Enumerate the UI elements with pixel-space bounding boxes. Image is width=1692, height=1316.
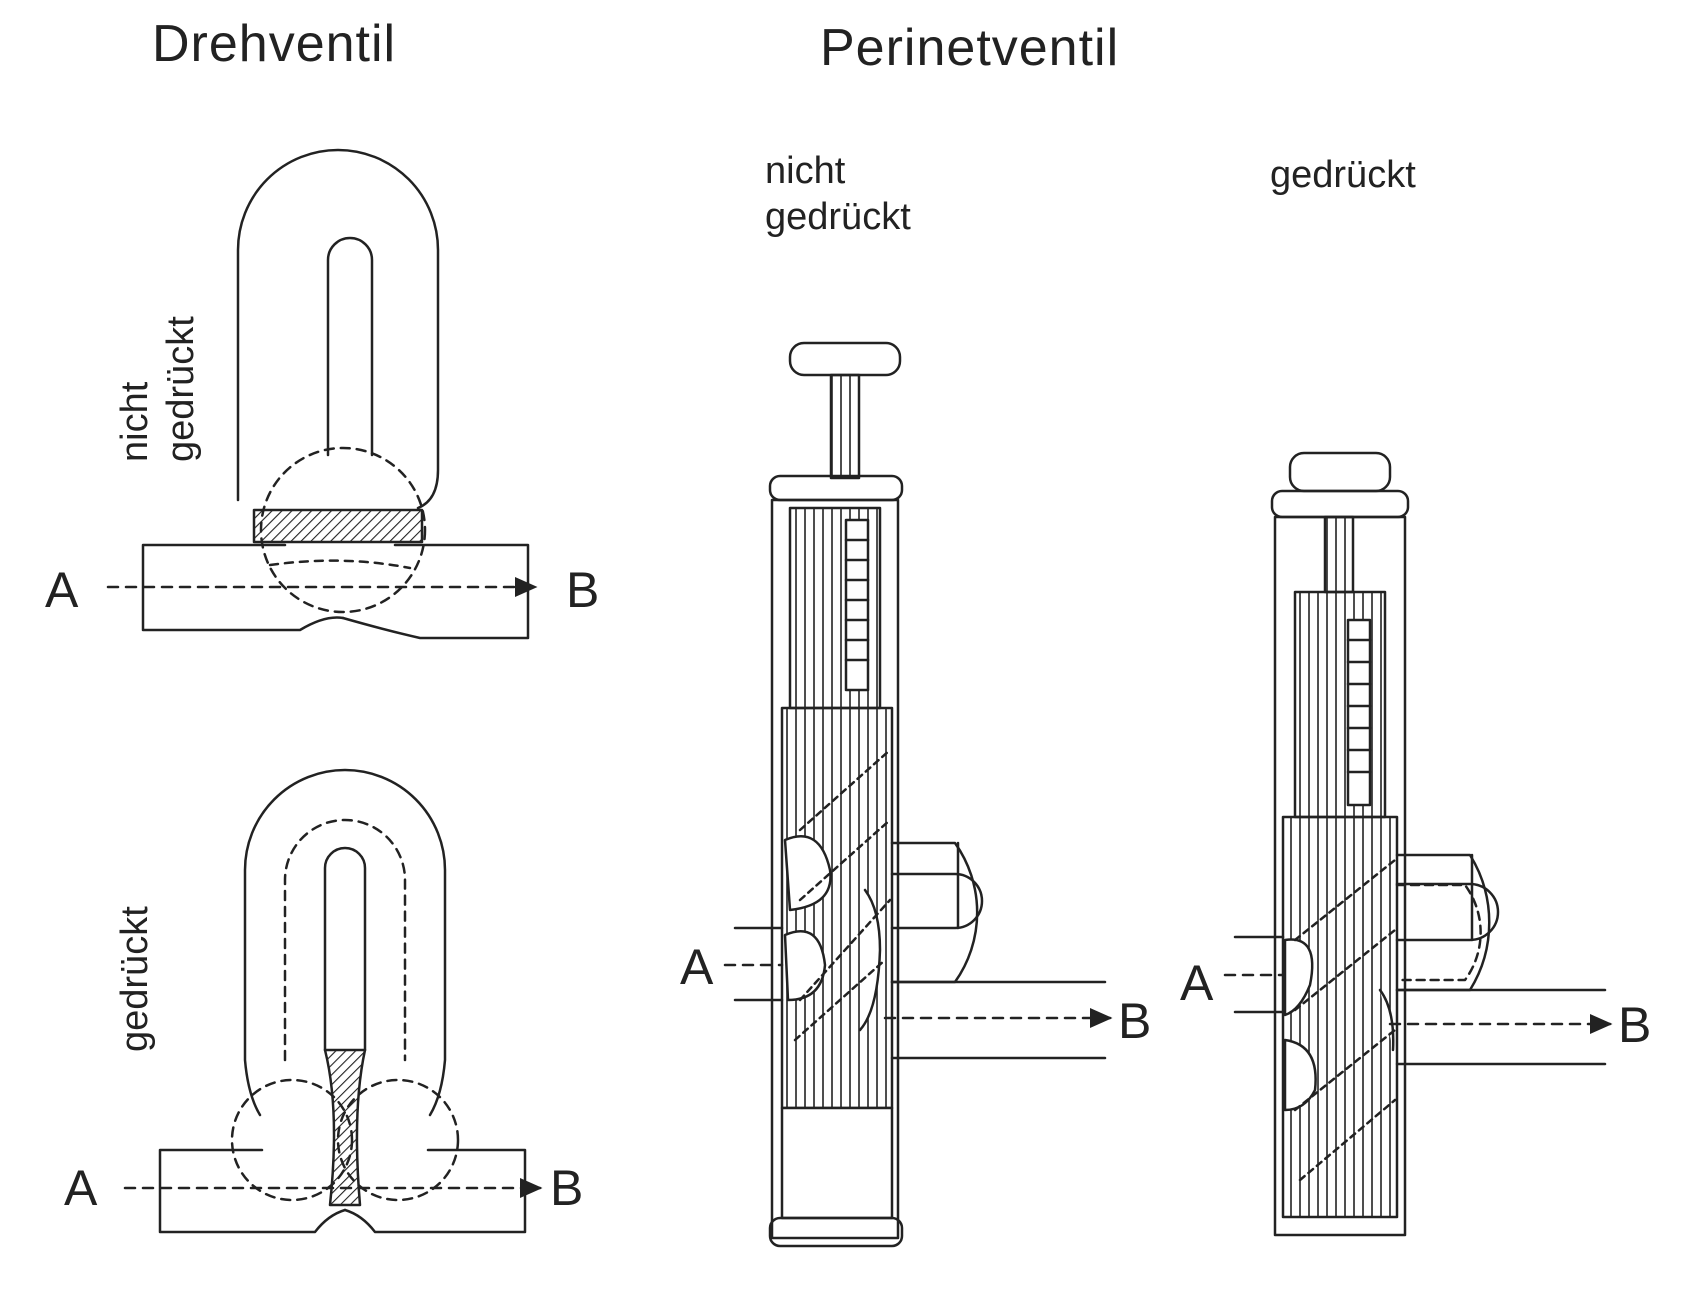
rotary-loop-slot	[326, 236, 374, 457]
port-b-rotary-down: B	[550, 1160, 584, 1216]
label-piston-not-pressed: nicht gedrückt	[765, 150, 911, 238]
title-piston-valve: Perinetventil	[820, 19, 1120, 77]
port-a-piston-down: A	[1180, 955, 1214, 1011]
port-b-rotary-up: B	[566, 562, 600, 618]
port-a-rotary-up: A	[45, 562, 79, 618]
port-b-piston-down: B	[1618, 997, 1652, 1053]
piston-spring	[844, 518, 870, 692]
port-b-piston-up: B	[1118, 993, 1152, 1049]
label-rotary-not-pressed: nicht gedrückt	[114, 316, 202, 462]
piston-valve-not-pressed	[723, 341, 1113, 1248]
piston-bottom-cap	[768, 1216, 904, 1248]
piston-stem-pressed	[1323, 515, 1355, 594]
label-piston-pressed: gedrückt	[1270, 154, 1416, 196]
rotary-loop-outer	[236, 148, 440, 510]
piston-bottom-gap	[780, 1106, 894, 1220]
piston-spring-pressed	[1346, 618, 1372, 807]
rotary-loop-dashed	[283, 818, 407, 1062]
port-a-rotary-down: A	[64, 1160, 98, 1216]
piston-bore-3	[858, 888, 882, 1032]
rotary-rotor-passage-pressed	[323, 1048, 367, 1207]
label-rotary-pressed: gedrückt	[114, 906, 156, 1052]
piston-casing	[770, 498, 900, 1240]
piston-bore-1	[783, 835, 832, 912]
rotary-loop-slot-pressed	[323, 846, 367, 1052]
piston-valve-loop-pressed	[1395, 853, 1491, 992]
rotary-valve-pressed	[123, 768, 543, 1234]
piston-valve-loop	[890, 841, 979, 984]
rotary-valve-not-pressed	[106, 148, 538, 640]
piston-top-cap	[768, 474, 904, 502]
piston-body-pressed	[1281, 815, 1399, 1219]
piston-bore-pressed-1	[1283, 938, 1314, 1017]
piston-finger-button	[788, 341, 902, 377]
rotary-tube-right-pressed	[343, 1148, 527, 1234]
piston-stem	[829, 373, 861, 480]
piston-finger-button-pressed	[1288, 451, 1392, 493]
piston-valve-pressed	[1223, 451, 1613, 1237]
piston-top-cap-pressed	[1270, 489, 1410, 519]
rotary-rotor-passage	[252, 508, 424, 544]
port-a-piston-up: A	[680, 939, 714, 995]
piston-spring-chamber-pressed	[1293, 590, 1387, 819]
piston-bore-pressed-2	[1283, 1038, 1317, 1112]
rotary-tube-left	[141, 543, 345, 632]
title-rotary-valve: Drehventil	[152, 15, 397, 73]
rotary-tube-left-pressed	[158, 1148, 347, 1234]
rotary-loop-outer-pressed	[243, 768, 447, 1117]
rotary-tube-right	[341, 543, 530, 640]
